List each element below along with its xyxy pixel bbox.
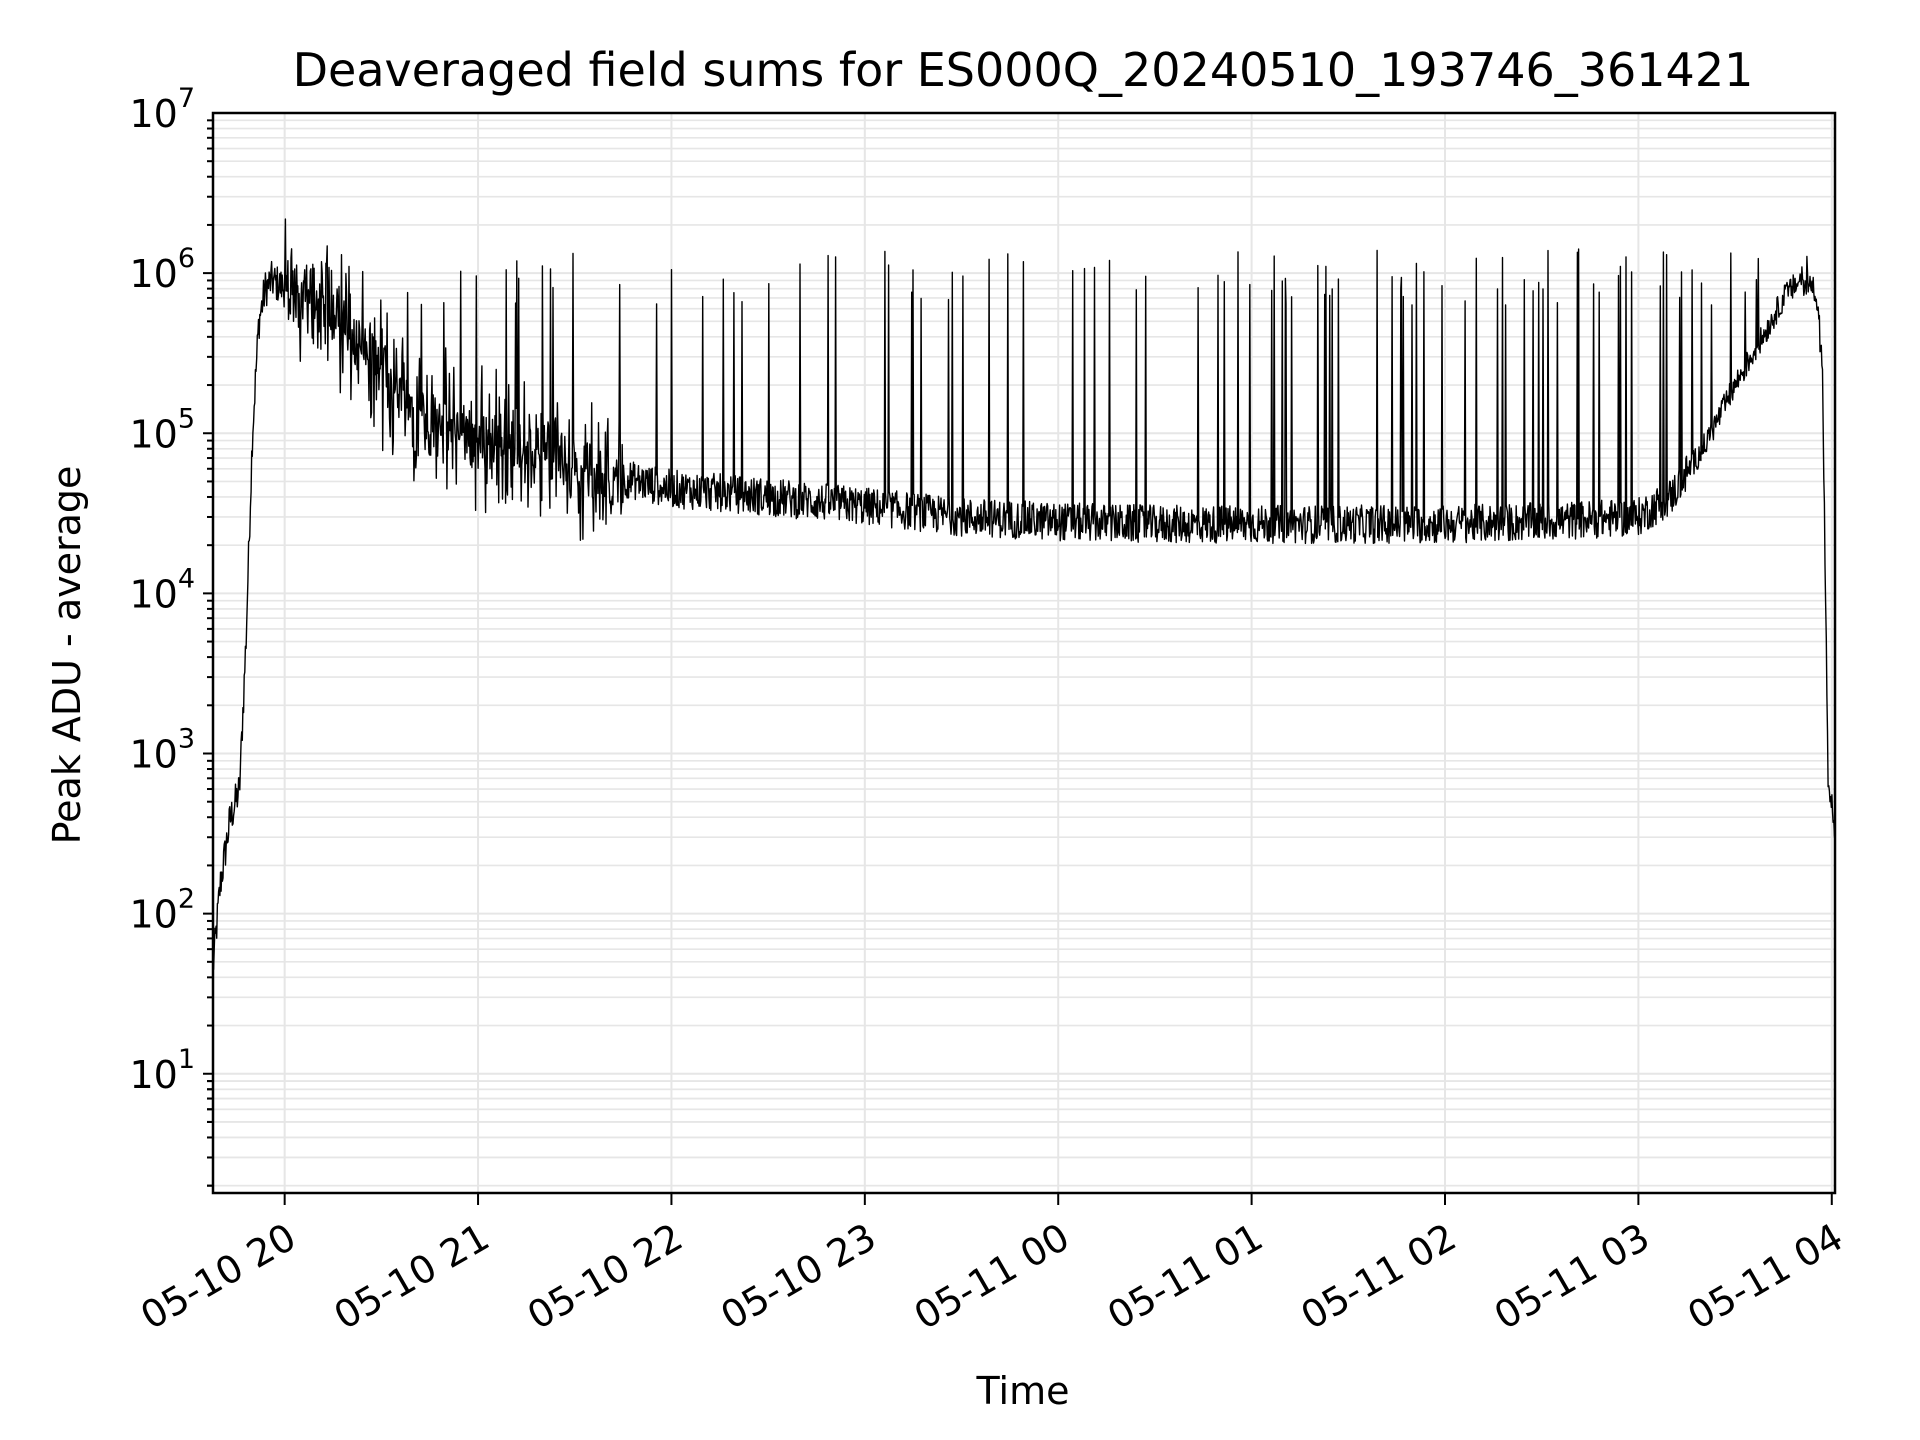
x-tick-label: 05-11 03 (1487, 1215, 1657, 1339)
x-tick-label: 05-10 23 (713, 1215, 883, 1339)
y-tick-label: 101 (129, 1044, 195, 1097)
x-tick-label: 05-11 01 (1100, 1215, 1270, 1339)
series-line (213, 218, 1835, 971)
y-tick-label: 106 (129, 243, 195, 296)
x-tick-label: 05-11 04 (1680, 1215, 1850, 1339)
y-tick-label: 102 (129, 884, 195, 937)
x-tick-label: 05-10 21 (327, 1215, 497, 1339)
y-tick-label: 105 (129, 403, 195, 456)
y-tick-label: 107 (129, 83, 195, 136)
y-axis-label: Peak ADU - average (45, 466, 89, 845)
y-tick-label: 103 (129, 724, 195, 777)
chart-title: Deaveraged field sums for ES000Q_2024051… (293, 43, 1754, 97)
x-tick-label: 05-10 20 (133, 1215, 303, 1339)
x-tick-label: 05-11 02 (1294, 1215, 1464, 1339)
x-tick-label: 05-11 00 (907, 1215, 1077, 1339)
plot-frame (211, 111, 1837, 1195)
x-axis-label: Time (976, 1369, 1070, 1413)
y-tick-label: 104 (129, 563, 195, 616)
x-tick-label: 05-10 22 (520, 1215, 690, 1339)
